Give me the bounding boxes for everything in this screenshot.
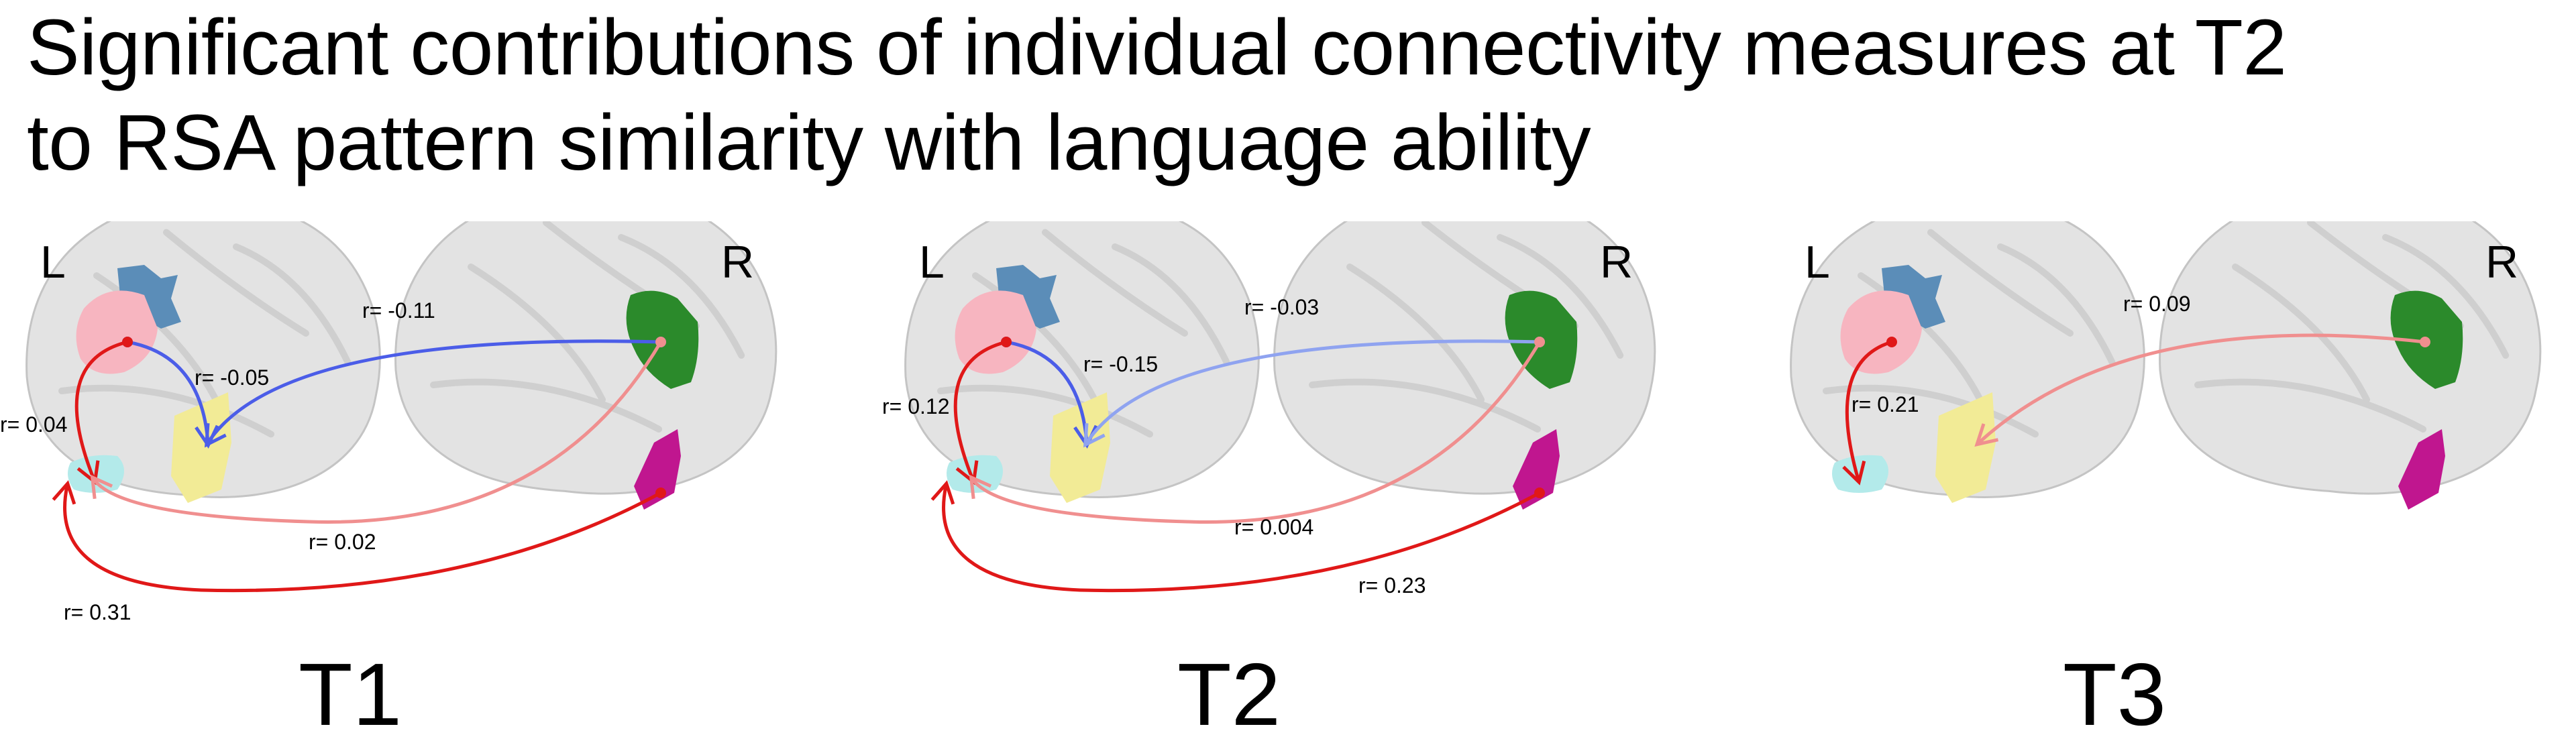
right-hemisphere-label: R	[1600, 237, 1633, 288]
panel-t3: r= 0.21 r= 0.09 L R T3	[1764, 221, 2576, 744]
r-label-pink-cyan: r= 0.12	[882, 394, 950, 418]
region-blue	[117, 265, 181, 329]
connection-magenta-cyan	[52, 480, 662, 593]
region-pink	[955, 290, 1036, 374]
r-label-magenta-cyan: r= 0.31	[64, 600, 131, 624]
region-pink	[1840, 290, 1922, 374]
left-hemisphere-brain	[1790, 221, 2145, 498]
region-pink	[76, 290, 158, 374]
r-label-pink-cyan: r= 0.21	[1851, 392, 1919, 416]
connection-origin-green	[1534, 337, 1545, 347]
connection-green-cyan	[90, 341, 663, 524]
connection-pink-cyan	[953, 340, 1007, 485]
connection-origin-magenta	[1534, 488, 1545, 498]
connection-origin-magenta	[655, 488, 666, 498]
figure-title: Significant contributions of individual …	[27, 0, 2287, 190]
region-yellow	[1935, 392, 1996, 503]
region-blue	[996, 265, 1060, 329]
r-label-green-yellow: r= 0.09	[2123, 292, 2191, 316]
connection-origin-green	[2420, 337, 2430, 347]
r-label-green-cyan: r= 0.02	[309, 530, 376, 554]
right-hemisphere-label: R	[2485, 237, 2519, 288]
left-hemisphere-label: L	[1805, 237, 1830, 288]
connection-origin-pink	[122, 337, 133, 347]
time-point-label: T3	[2063, 645, 2167, 744]
connection-green-yellow	[1083, 339, 1540, 448]
right-hemisphere-label: R	[721, 237, 755, 288]
region-cyan	[947, 455, 1003, 493]
r-label-green-yellow: r= -0.03	[1244, 295, 1320, 319]
left-hemisphere-label: L	[40, 237, 66, 288]
panel-t1: r= -0.05 r= -0.11 r= 0.04 r= 0.02 r= 0.31 L R T…	[0, 221, 859, 744]
r-label-pink-yellow: r= -0.05	[195, 365, 270, 390]
right-hemisphere-brain	[2159, 221, 2542, 495]
region-magenta	[634, 429, 681, 510]
time-point-label: T1	[299, 645, 402, 744]
region-blue	[1882, 265, 1945, 329]
connection-magenta-cyan	[930, 480, 1541, 593]
connection-pink-yellow	[127, 340, 219, 449]
connection-green-yellow	[204, 339, 661, 448]
left-hemisphere-brain	[25, 221, 381, 498]
r-label-green-yellow: r= -0.11	[362, 298, 435, 323]
region-cyan	[1832, 455, 1888, 493]
r-label-magenta-cyan: r= 0.23	[1358, 573, 1426, 597]
r-label-pink-cyan: r= 0.04	[0, 412, 68, 437]
panel-t2: r= -0.15 r= -0.03 r= 0.12 r= 0.004 r= 0.23 L R…	[879, 221, 1737, 744]
left-hemisphere-label: L	[919, 237, 945, 288]
connection-green-yellow	[1974, 333, 2426, 447]
connection-green-cyan	[969, 341, 1542, 524]
r-label-pink-yellow: r= -0.15	[1083, 352, 1159, 376]
left-hemisphere-brain	[904, 221, 1260, 498]
connection-pink-yellow	[1006, 340, 1098, 449]
connection-pink-cyan	[1842, 340, 1892, 485]
connection-origin-pink	[1001, 337, 1012, 347]
region-cyan	[68, 455, 124, 493]
region-magenta	[1513, 429, 1560, 510]
r-label-green-cyan: r= 0.004	[1234, 515, 1314, 539]
connection-origin-pink	[1886, 337, 1897, 347]
time-point-label: T2	[1177, 645, 1281, 744]
right-hemisphere-brain	[1273, 221, 1656, 495]
connection-pink-cyan	[74, 340, 128, 485]
connection-origin-green	[655, 337, 666, 347]
right-hemisphere-brain	[394, 221, 777, 495]
region-magenta	[2398, 429, 2445, 510]
title-line-1: Significant contributions of individual …	[27, 3, 2287, 92]
title-line-2: to RSA pattern similarity with language …	[27, 99, 1591, 187]
